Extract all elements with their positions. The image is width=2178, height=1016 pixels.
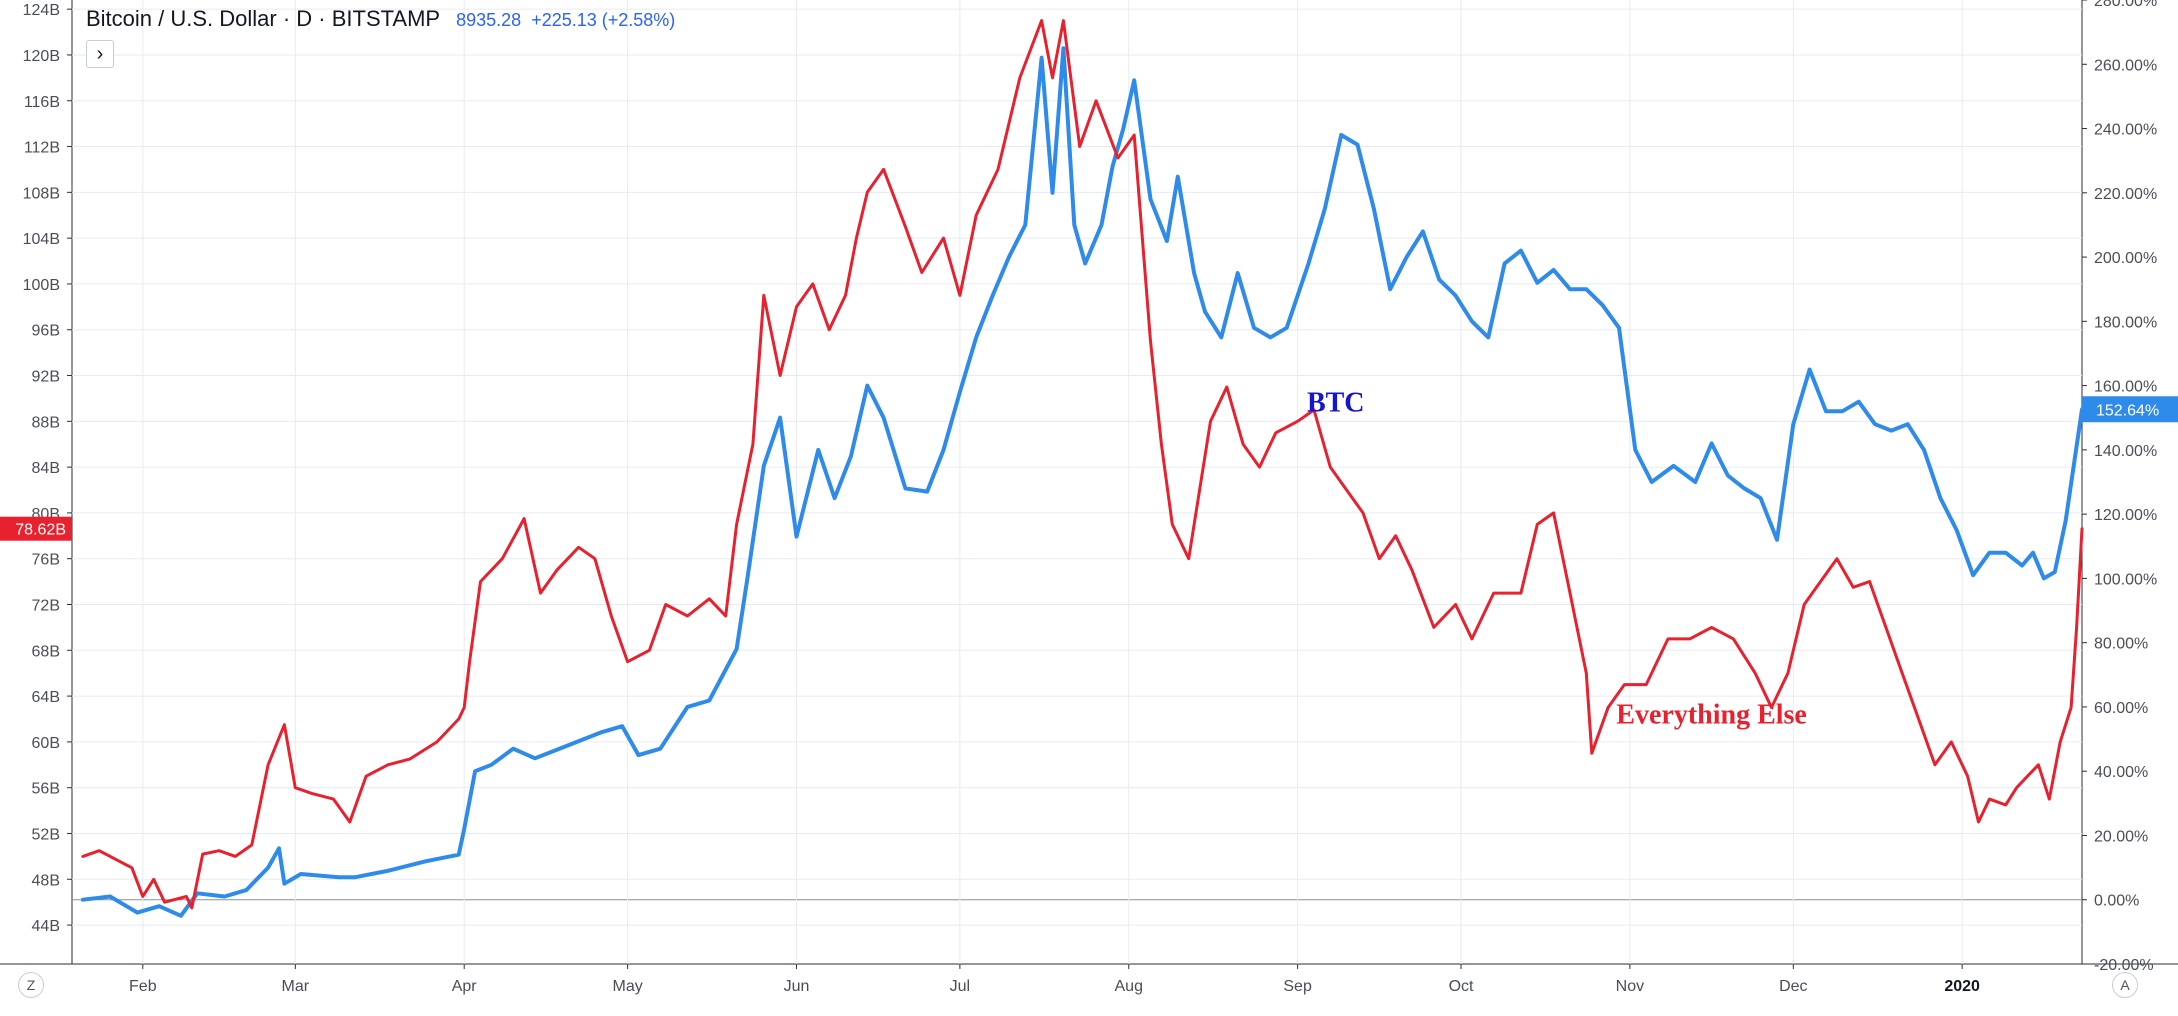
left-tick-label: 48B [32, 872, 60, 889]
chevron-right-icon: › [96, 42, 104, 65]
value-badges: 152.64% 78.62B [0, 396, 2178, 541]
annotation-everything-else: Everything Else [1616, 700, 1807, 731]
right-tick-label: 280.00% [2094, 0, 2157, 10]
price-change: +225.13 (+2.58%) [531, 10, 676, 30]
x-tick-label: Sep [1283, 978, 1312, 995]
last-price: 8935.28 [456, 10, 522, 30]
left-tick-label: 108B [23, 185, 60, 202]
series-line-btc[interactable] [80, 46, 2084, 918]
expand-legend-button[interactable]: › [86, 40, 114, 68]
x-axis-background [0, 965, 2178, 1016]
everything-else-last-value-label: 78.62B [15, 522, 66, 539]
x-tick-label: Dec [1779, 978, 1807, 995]
x-tick-label: Jul [950, 978, 970, 995]
left-tick-label: 64B [32, 689, 60, 706]
right-tick-label: 120.00% [2094, 507, 2157, 524]
left-tick-label: 60B [32, 735, 60, 752]
left-tick-label: 72B [32, 598, 60, 615]
right-tick-label: 60.00% [2094, 700, 2148, 717]
left-tick-label: 76B [32, 552, 60, 569]
right-tick-label: 240.00% [2094, 122, 2157, 139]
left-tick-label: 116B [24, 94, 60, 111]
x-tick-label: Mar [282, 978, 310, 995]
x-tick-label: Aug [1115, 978, 1143, 995]
x-tick-label: Oct [1449, 978, 1474, 995]
series-line-everything-else[interactable] [81, 19, 2084, 910]
btc-last-value-label: 152.64% [2096, 402, 2159, 419]
right-tick-label: -20.00% [2094, 957, 2154, 974]
left-axis: 124B 120B 116B 112B 108B 104B 100B 96B 92B 88B 84B… [23, 2, 72, 935]
zoom-button[interactable]: Z [18, 972, 44, 998]
left-tick-label: 44B [32, 918, 60, 935]
left-tick-label: 84B [32, 460, 60, 477]
left-tick-label: 56B [32, 781, 60, 798]
right-axis: 280.00% 260.00% 240.00% 220.00% 200.00% 180.0… [2082, 0, 2157, 974]
left-tick-label: 100B [23, 277, 60, 294]
right-tick-label: 100.00% [2094, 571, 2157, 588]
x-tick-label: Apr [452, 978, 478, 995]
btc-last-value-badge [2082, 396, 2178, 423]
left-tick-label: 52B [32, 826, 60, 843]
x-axis: Feb Mar Apr May Jun Jul Aug Sep Oct Nov Dec 2020 [129, 964, 1980, 995]
right-tick-label: 20.00% [2094, 828, 2148, 845]
right-tick-label: 180.00% [2094, 314, 2157, 331]
x-tick-label: Feb [129, 978, 157, 995]
left-tick-label: 68B [32, 643, 60, 660]
series-group [80, 19, 2084, 918]
right-tick-label: 220.00% [2094, 186, 2157, 203]
right-tick-label: 260.00% [2094, 57, 2157, 74]
right-tick-label: 80.00% [2094, 636, 2148, 653]
left-tick-label: 88B [32, 414, 60, 431]
auto-scale-button-label: A [2120, 977, 2130, 993]
right-tick-label: 40.00% [2094, 764, 2148, 781]
left-tick-label: 124B [23, 2, 60, 19]
x-tick-label: Jun [784, 978, 810, 995]
symbol-title[interactable]: Bitcoin / U.S. Dollar · D · BITSTAMP [86, 6, 441, 31]
left-tick-label: 96B [32, 323, 60, 340]
left-tick-label: 104B [23, 231, 60, 248]
left-tick-label: 92B [32, 369, 60, 386]
right-tick-label: 0.00% [2094, 893, 2139, 910]
left-tick-label: 120B [23, 48, 60, 65]
left-tick-label: 112B [24, 140, 60, 157]
everything-else-last-value-badge [0, 516, 72, 541]
right-tick-label: 140.00% [2094, 443, 2157, 460]
x-tick-label: Nov [1616, 978, 1644, 995]
chart-header: Bitcoin / U.S. Dollar · D · BITSTAMP 893… [86, 6, 675, 36]
x-tick-label: May [612, 978, 642, 995]
x-tick-label: 2020 [1944, 978, 1980, 995]
auto-scale-button[interactable]: A [2112, 972, 2138, 998]
zoom-button-label: Z [26, 977, 36, 993]
right-tick-label: 200.00% [2094, 250, 2157, 267]
right-tick-label: 160.00% [2094, 379, 2157, 396]
annotations: BTC Everything Else [1307, 387, 1807, 730]
annotation-btc: BTC [1307, 387, 1365, 418]
